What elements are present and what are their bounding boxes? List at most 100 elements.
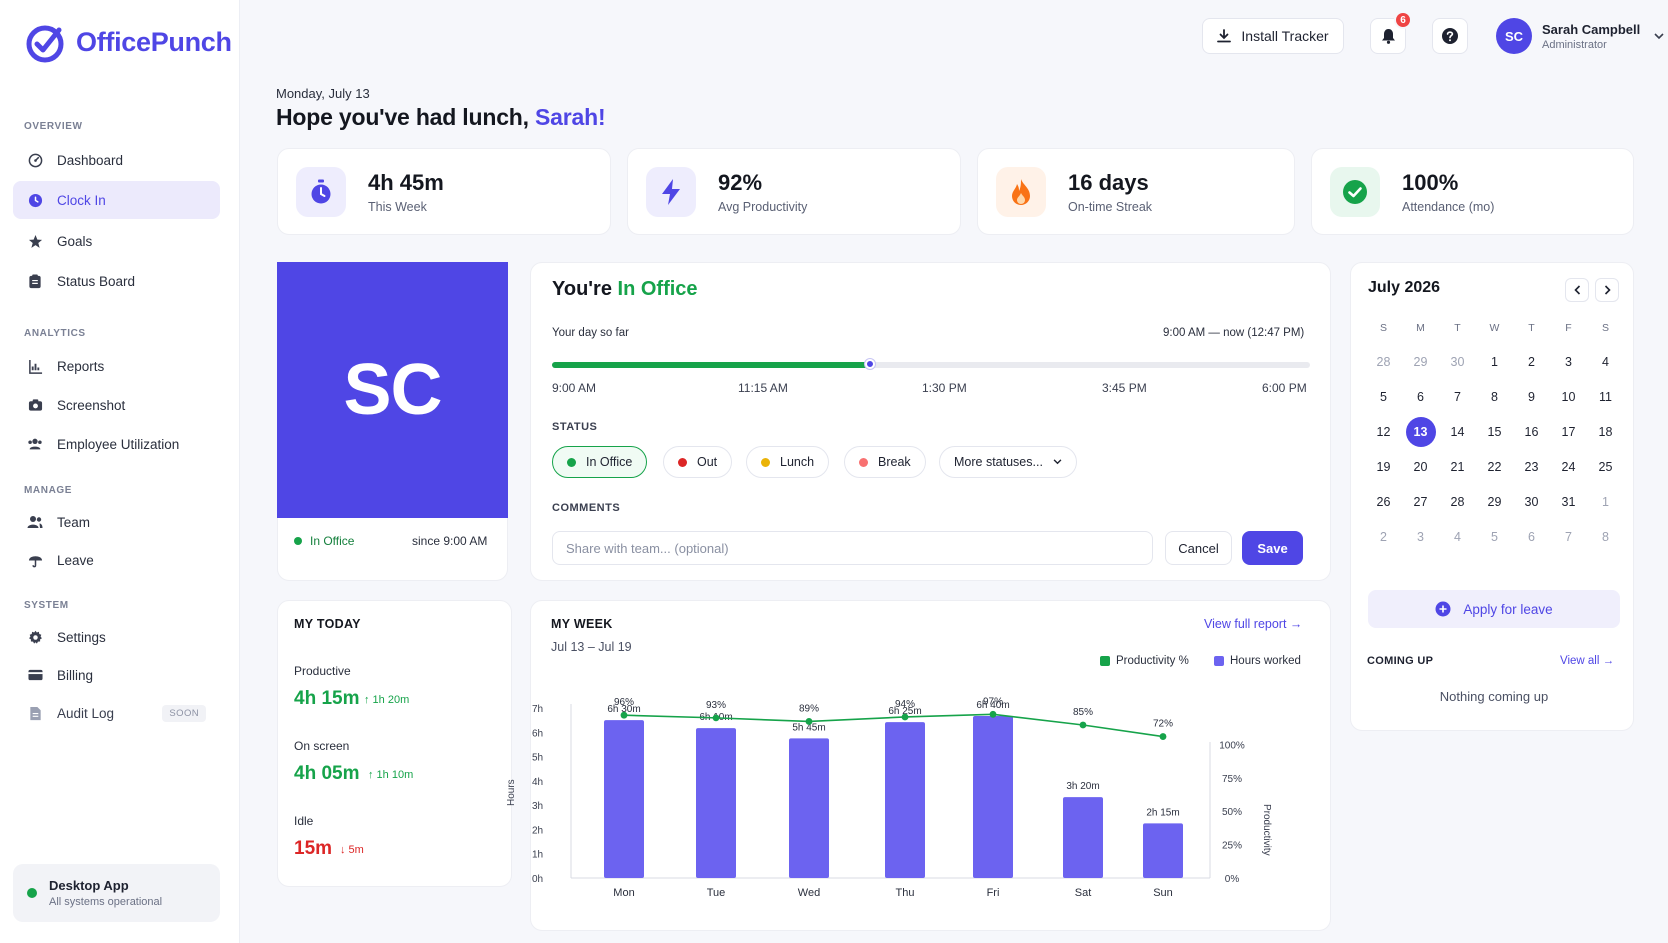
calendar-day[interactable]: 7 (1565, 529, 1572, 544)
calendar-day[interactable]: 22 (1487, 459, 1502, 474)
calendar-day[interactable]: 16 (1524, 424, 1539, 439)
calendar-day[interactable]: 26 (1376, 494, 1391, 509)
user-menu[interactable]: SC Sarah Campbell Administrator (1496, 18, 1664, 54)
install-tracker-button[interactable]: Install Tracker (1202, 18, 1344, 54)
y-axis-tick-label: 3h (532, 801, 543, 812)
view-all-link[interactable]: View all → (1560, 655, 1615, 667)
calendar-day[interactable]: 28 (1450, 494, 1465, 509)
sidebar-item-label: Settings (57, 629, 106, 645)
status-option-in-office[interactable]: In Office (552, 446, 648, 478)
status-dot-icon (761, 457, 770, 467)
calendar-day[interactable]: 24 (1561, 459, 1576, 474)
calendar-day-today[interactable]: 13 (1402, 414, 1439, 449)
calendar-day[interactable]: 9 (1528, 389, 1535, 404)
sidebar-item-clock-in[interactable]: Clock In (13, 181, 220, 219)
calendar-day[interactable]: 7 (1454, 389, 1461, 404)
calendar-next-button[interactable] (1595, 278, 1619, 302)
calendar-grid: S M T W T F S 28 29 30 1 2 3 4 5 6 7 8 9 10 11 12 13 14 15 16 17 18… (1365, 322, 1613, 554)
user-role: Administrator (1542, 38, 1607, 51)
calendar-day[interactable]: 6 (1417, 389, 1424, 404)
calendar-day[interactable]: 1 (1602, 494, 1609, 509)
sidebar-item-employee-utilization[interactable]: Employee Utilization (13, 425, 220, 463)
sidebar-item-label: Status Board (57, 273, 136, 289)
sidebar-item-goals[interactable]: Goals (13, 222, 220, 260)
notifications-button[interactable]: 6 (1370, 11, 1412, 54)
calendar-day[interactable]: 8 (1602, 529, 1609, 544)
y2-axis-label: Productivity (1261, 804, 1272, 856)
calendar-day[interactable]: 31 (1561, 494, 1576, 509)
calendar-weekday: S (1601, 322, 1609, 334)
calendar-day[interactable]: 15 (1487, 424, 1502, 439)
calendar-day[interactable]: 2 (1380, 529, 1387, 544)
calendar-day[interactable]: 30 (1450, 354, 1465, 369)
calendar-day[interactable]: 29 (1487, 494, 1502, 509)
calendar-day[interactable]: 10 (1561, 389, 1576, 404)
today-metric-value: 15m (294, 838, 333, 859)
calendar-day[interactable]: 4 (1602, 354, 1609, 369)
today-metric-value: 4h 05m (294, 763, 360, 784)
profile-status-text: In Office (310, 534, 355, 548)
calendar-day[interactable]: 23 (1524, 459, 1539, 474)
camera-icon (27, 397, 43, 413)
y-axis-tick-label: 6h (532, 728, 543, 739)
help-button[interactable] (1432, 18, 1468, 54)
calendar-day[interactable]: 18 (1598, 424, 1613, 439)
comment-input[interactable] (552, 531, 1153, 565)
productivity-point-label: 93% (706, 700, 726, 711)
calendar-day[interactable]: 2 (1528, 354, 1535, 369)
calendar-day[interactable]: 3 (1565, 354, 1572, 369)
sidebar-item-team[interactable]: Team (13, 503, 220, 541)
calendar-day[interactable]: 5 (1491, 529, 1498, 544)
sidebar-item-dashboard[interactable]: Dashboard (13, 141, 220, 179)
view-full-report-link[interactable]: View full report → (1204, 617, 1303, 631)
calendar-day[interactable]: 6 (1528, 529, 1535, 544)
status-dot-icon (859, 457, 868, 467)
calendar-month-title: July 2026 (1368, 279, 1441, 296)
sidebar-item-leave[interactable]: Leave (13, 541, 220, 579)
save-button[interactable]: Save (1242, 531, 1303, 565)
stat-card-streak: 16 days On-time Streak (977, 148, 1295, 235)
calendar-prev-button[interactable] (1565, 278, 1589, 302)
more-statuses-dropdown[interactable]: More statuses... (939, 446, 1077, 478)
calendar-day[interactable]: 17 (1561, 424, 1576, 439)
calendar-day[interactable]: 29 (1413, 354, 1428, 369)
day-progress-knob[interactable] (865, 359, 876, 369)
profile-avatar: SC (277, 262, 508, 518)
calendar-day[interactable]: 11 (1599, 389, 1612, 404)
calendar-day[interactable]: 12 (1376, 424, 1391, 439)
my-week-title: MY WEEK (551, 617, 613, 631)
lightning-icon (646, 166, 696, 217)
sidebar-item-billing[interactable]: Billing (13, 656, 220, 694)
sidebar-item-screenshot[interactable]: Screenshot (13, 386, 220, 424)
chevron-down-icon (1053, 459, 1062, 465)
my-week-range: Jul 13 – Jul 19 (551, 640, 632, 654)
calendar-day[interactable]: 25 (1598, 459, 1613, 474)
x-axis-tick-label: Wed (798, 887, 820, 899)
soon-badge: SOON (162, 704, 206, 722)
calendar-day[interactable]: 19 (1376, 459, 1391, 474)
status-option-out[interactable]: Out (663, 446, 733, 478)
sidebar-item-audit-log[interactable]: Audit Log SOON (13, 694, 220, 732)
calendar-day[interactable]: 5 (1380, 389, 1387, 404)
calendar-day[interactable]: 21 (1450, 459, 1465, 474)
calendar-day[interactable]: 4 (1454, 529, 1461, 544)
cancel-button[interactable]: Cancel (1165, 531, 1232, 565)
sidebar-item-reports[interactable]: Reports (13, 347, 220, 385)
calendar-day[interactable]: 27 (1413, 494, 1428, 509)
app-logo[interactable]: OfficePunch (24, 20, 232, 64)
productivity-point-label: 85% (1073, 707, 1093, 718)
sidebar-item-status-board[interactable]: Status Board (13, 262, 220, 300)
calendar-day[interactable]: 20 (1413, 459, 1428, 474)
calendar-day[interactable]: 3 (1417, 529, 1424, 544)
calendar-day[interactable]: 8 (1491, 389, 1498, 404)
calendar-day[interactable]: 14 (1450, 424, 1465, 439)
sidebar-item-settings[interactable]: Settings (13, 618, 220, 656)
calendar-day[interactable]: 1 (1491, 354, 1498, 369)
calendar-day[interactable]: 30 (1524, 494, 1539, 509)
productivity-point (901, 713, 909, 721)
apply-leave-button[interactable]: Apply for leave (1368, 590, 1620, 628)
status-option-lunch[interactable]: Lunch (746, 446, 830, 478)
calendar-day[interactable]: 28 (1376, 354, 1391, 369)
desktop-app-status[interactable]: Desktop App All systems operational (13, 864, 220, 922)
status-option-break[interactable]: Break (844, 446, 926, 478)
